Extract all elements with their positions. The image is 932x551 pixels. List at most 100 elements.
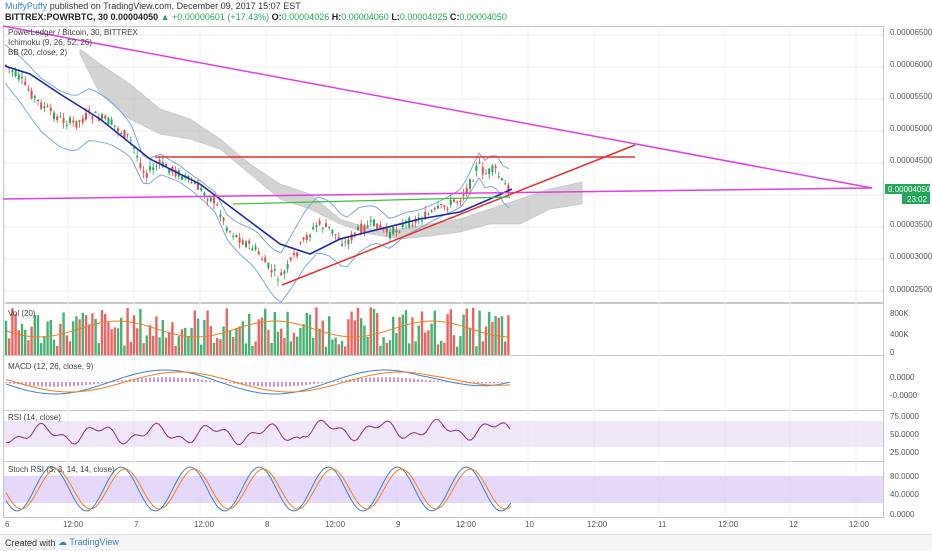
macd-histogram-bar <box>389 377 391 382</box>
bb-lower-line <box>4 82 510 303</box>
volume-bar <box>113 327 116 355</box>
volume-bar <box>292 333 296 355</box>
stoch-panel[interactable] <box>3 461 884 518</box>
volume-bar <box>350 311 353 355</box>
rsi-axis[interactable]: 75.0000 50.0000 25.0000 <box>890 412 919 457</box>
macd-histogram-bar <box>353 378 355 382</box>
magenta-horizontal-trendline[interactable] <box>2 187 873 200</box>
magenta-descending-trendline[interactable] <box>2 25 873 189</box>
macd-histogram-bar <box>249 382 251 386</box>
price-tick: 0.00006500 <box>890 28 932 37</box>
volume-bar <box>107 322 110 355</box>
price-tick: 0.00004500 <box>890 156 932 165</box>
candle-body <box>117 128 119 132</box>
price-axis[interactable]: 0.00006500 0.00006000 0.00005500 0.00005… <box>890 28 932 294</box>
macd-lines <box>5 369 511 395</box>
macd-axis[interactable]: 0.0000 -0.0000 <box>890 373 918 400</box>
macd-histogram-bar <box>377 377 379 382</box>
volume-bar <box>88 324 91 355</box>
candle-body <box>315 225 318 227</box>
volume-bar <box>27 340 30 355</box>
candle-body <box>353 232 356 236</box>
candle-body <box>49 107 52 112</box>
volume-bar <box>449 309 452 355</box>
price-panel[interactable] <box>3 26 884 303</box>
macd-histogram-bar <box>185 378 187 382</box>
volume-bar <box>68 341 72 355</box>
time-axis[interactable]: 6 12:00 7 12:00 8 12:00 9 12:00 10 12:00… <box>5 520 870 529</box>
volume-bar <box>312 337 315 355</box>
candle-body <box>21 77 23 79</box>
macd-panel[interactable] <box>3 355 884 411</box>
high-label: H: <box>331 12 342 22</box>
candle-body <box>497 176 500 178</box>
candle-body <box>293 252 295 255</box>
volume-bar <box>267 329 270 355</box>
stoch-tick: 40.0000 <box>890 490 919 499</box>
candle-body <box>30 90 33 99</box>
volume-bar <box>4 320 8 355</box>
volume-bar <box>404 310 408 355</box>
time-tick: 12:00 <box>325 520 346 529</box>
volume-bar <box>200 344 203 355</box>
macd-histogram-bar <box>49 382 51 387</box>
candle-body <box>94 111 97 113</box>
trendlines[interactable] <box>2 25 873 286</box>
volume-bar <box>139 308 142 355</box>
macd-histogram-bar <box>317 382 319 384</box>
vol-axis[interactable]: 800K 400K 0 <box>890 309 909 357</box>
candle-body <box>149 166 151 171</box>
close-value: 0.00004050 <box>459 12 507 22</box>
macd-histogram-bar <box>457 382 459 383</box>
candle-body <box>472 180 475 182</box>
legend-vol: Vol (20) <box>8 309 36 318</box>
author-link[interactable]: MuffyPuffy <box>5 1 48 11</box>
volume-bar <box>308 314 312 355</box>
volume-bar <box>187 336 190 355</box>
candle-body <box>501 178 503 181</box>
candle-body <box>24 81 27 85</box>
macd-histogram-bar <box>501 382 503 383</box>
volume-bar <box>388 340 392 355</box>
chart-area[interactable]: PowerLedger / Bitcoin, 30, BITTREX Ichim… <box>0 24 932 534</box>
volume-bar <box>430 323 433 355</box>
macd-histogram-bar <box>337 380 339 382</box>
macd-histogram-bar <box>149 377 151 382</box>
legend-stoch: Stoch RSI (3, 3, 14, 14, close) <box>8 465 115 474</box>
panel-frames <box>3 26 884 518</box>
green-horizontal-line[interactable] <box>232 196 511 205</box>
tradingview-logo[interactable]: ☁ TradingView <box>58 537 119 547</box>
candle-body <box>257 251 260 255</box>
candle-body <box>11 70 14 73</box>
candle-body <box>251 248 254 251</box>
volume-bar <box>481 341 484 355</box>
macd-histogram-bar <box>257 382 259 387</box>
volume-bar <box>286 311 289 355</box>
timer-label-value: 23:02 <box>907 195 928 204</box>
macd-histogram-bar <box>393 377 395 382</box>
volume-bar <box>228 330 232 355</box>
macd-histogram-bar <box>25 382 27 386</box>
stoch-axis[interactable]: 80.0000 40.0000 0.0000 <box>890 472 919 519</box>
candle-body <box>129 139 132 141</box>
volume-bar <box>190 327 193 355</box>
volume-bar <box>337 344 340 355</box>
volume-bar <box>270 342 273 355</box>
candle-body <box>446 208 449 210</box>
macd-histogram-bar <box>133 378 135 382</box>
macd-histogram-bar <box>41 382 43 387</box>
volume-bar <box>372 308 376 355</box>
volume-bar <box>65 335 68 355</box>
macd-histogram-bar <box>305 382 307 386</box>
candle-body <box>152 167 155 171</box>
red-support-trendline[interactable] <box>281 144 636 286</box>
macd-histogram-bar <box>309 382 311 385</box>
candle-body <box>59 116 62 118</box>
candle-body <box>206 199 209 201</box>
volume-bar <box>155 316 158 355</box>
time-tick: 12:00 <box>194 520 215 529</box>
volume-bar <box>174 345 177 355</box>
signal-line <box>5 371 511 393</box>
open-value: 0.00004026 <box>281 12 330 22</box>
vol-tick: 400K <box>890 330 909 339</box>
